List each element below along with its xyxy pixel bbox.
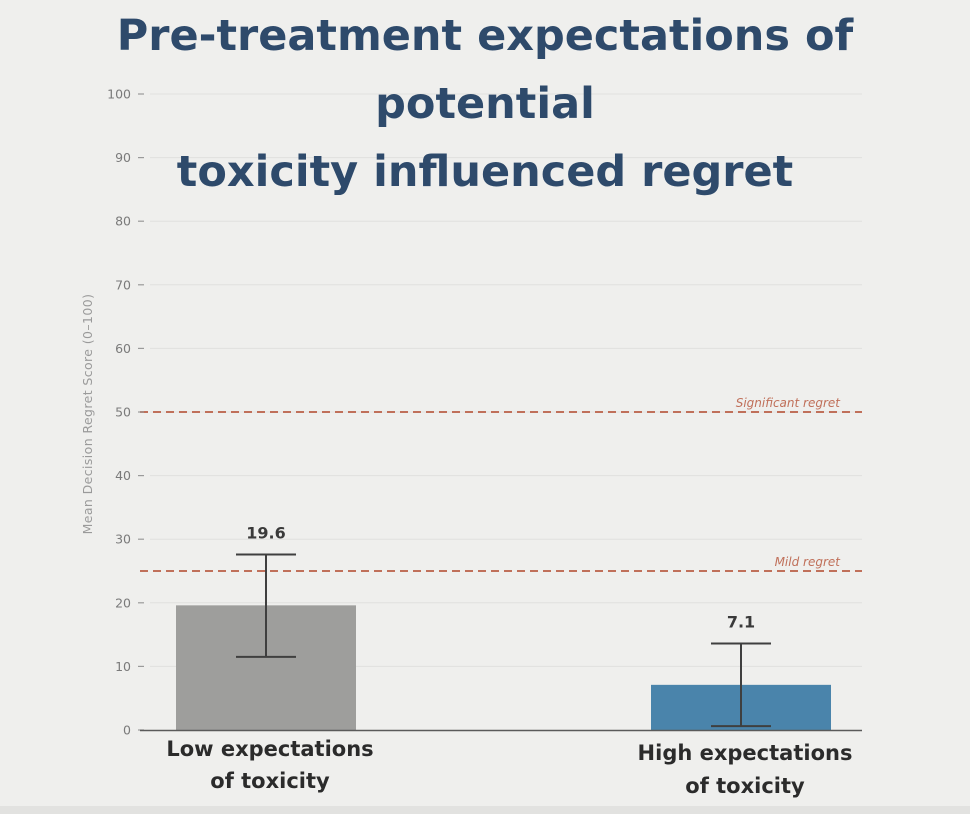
data-label-2: 7.1 <box>727 613 755 632</box>
title-line-1: Pre-treatment expectations of potential <box>116 11 854 129</box>
y-axis: 0 10 20 30 40 50 60 70 80 90 100 <box>107 87 862 738</box>
title-line-2: toxicity influenced regret <box>176 147 794 197</box>
y-tick-label-90: 90 <box>115 150 131 165</box>
page-title: Pre-treatment expectations of potential … <box>0 2 970 206</box>
labels: 19.6 7.1 Low expectations of toxicity High e… <box>166 523 852 798</box>
error-bar-2 <box>711 642 771 728</box>
data-label-1: 19.6 <box>246 523 285 542</box>
y-tick-label-40: 40 <box>115 468 131 483</box>
reference-line-label-1: Significant regret <box>736 396 842 410</box>
y-tick-label-100: 100 <box>107 87 131 102</box>
y-tick-label-30: 30 <box>115 532 131 547</box>
error-bars <box>236 553 771 728</box>
y-tick-label-0: 0 <box>123 723 131 738</box>
error-bar-1 <box>236 553 296 658</box>
y-tick-label-70: 70 <box>115 277 131 292</box>
reference-lines: Significant regret Mild regret <box>140 396 862 572</box>
y-tick-label-60: 60 <box>115 341 131 356</box>
slide-bottom-edge <box>0 806 970 814</box>
category-label-1-line-2: of toxicity <box>210 769 330 793</box>
y-tick-label-20: 20 <box>115 595 131 610</box>
y-tick-label-50: 50 <box>115 405 131 420</box>
category-label-2-line-2: of toxicity <box>685 774 805 798</box>
y-axis-label: Mean Decision Regret Score (0–100) <box>80 294 95 535</box>
y-tick-label-10: 10 <box>115 659 131 674</box>
category-label-2-line-1: High expectations <box>638 741 853 765</box>
reference-line-label-2: Mild regret <box>775 555 842 569</box>
category-label-1-line-1: Low expectations <box>166 737 373 761</box>
y-tick-label-80: 80 <box>115 214 131 229</box>
